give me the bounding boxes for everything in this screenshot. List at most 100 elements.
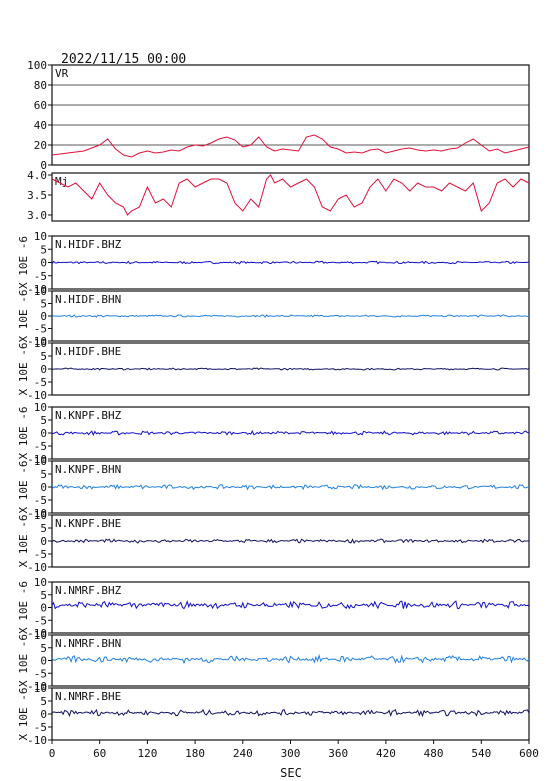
y-tick-label: 10 (34, 576, 47, 589)
y-tick-label: 10 (34, 230, 47, 243)
y-axis-label: X 10E -6 (17, 581, 30, 634)
y-axis-label: X 10E -6 (17, 343, 30, 396)
y-axis-label: X 10E -6 (17, 461, 30, 514)
panel-label: N.HIDF.BHN (55, 293, 121, 306)
y-tick-label: 10 (34, 337, 47, 350)
y-tick-label: 0 (40, 363, 47, 376)
x-tick-label: 600 (519, 747, 539, 760)
y-tick-label: 5 (40, 298, 47, 311)
y-tick-label: 80 (34, 79, 47, 92)
y-tick-label: 5 (40, 642, 47, 655)
x-axis-label: SEC (280, 766, 302, 780)
panel-vr: 0 20 40 60 80 100 VR (27, 59, 530, 172)
panel-label: N.KNPF.BHZ (55, 409, 122, 422)
y-tick-label: 0 (40, 481, 47, 494)
y-tick-label: -10 (27, 335, 47, 348)
y-tick-label: 0 (40, 535, 47, 548)
y-tick-label: 20 (34, 139, 47, 152)
panel-label: N.NMRF.BHN (55, 637, 121, 650)
y-tick-label: -5 (34, 270, 47, 283)
x-axis: 0 60 120 180 240 300 360 420 480 540 600 (49, 740, 539, 760)
panel-label: N.NMRF.BHE (55, 690, 121, 703)
y-tick-label: 100 (27, 59, 47, 72)
y-tick-label: 10 (34, 509, 47, 522)
trace-line (51, 600, 530, 610)
y-tick-label: -10 (27, 734, 47, 747)
x-tick-label: 240 (233, 747, 253, 760)
y-tick-label: 5 (40, 414, 47, 427)
x-tick-label: 540 (471, 747, 491, 760)
figure-timestamp: 2022/11/15 00:00 (61, 52, 186, 67)
y-tick-label: 10 (34, 682, 47, 695)
trace-line (51, 314, 530, 318)
panel-frame (51, 687, 530, 741)
x-tick-label: 300 (281, 747, 301, 760)
y-tick-label: -10 (27, 680, 47, 693)
panel-label: N.HIDF.BHZ (55, 238, 122, 251)
y-tick-label: -10 (27, 507, 47, 520)
y-tick-label: 0 (40, 257, 47, 270)
y-tick-label: 0 (40, 602, 47, 615)
y-tick-label: -10 (27, 389, 47, 402)
x-tick-label: 0 (49, 747, 56, 760)
y-axis-label: X 10E -6 (17, 688, 30, 741)
y-tick-label: -10 (27, 627, 47, 640)
y-tick-label: 0 (40, 310, 47, 323)
x-tick-label: 180 (185, 747, 205, 760)
y-tick-label: -5 (34, 667, 47, 680)
x-tick-label: 60 (93, 747, 106, 760)
y-tick-label: -5 (34, 440, 47, 453)
trace-line (51, 174, 530, 216)
trace-line (51, 134, 530, 158)
y-tick-label: 0 (40, 427, 47, 440)
trace-line (51, 653, 530, 665)
y-tick-label: 5 (40, 695, 47, 708)
y-tick-label: 5 (40, 243, 47, 256)
y-tick-label: 40 (34, 119, 47, 132)
x-tick-label: 480 (424, 747, 444, 760)
trace-line (51, 483, 530, 491)
y-tick-label: -10 (27, 561, 47, 574)
y-tick-label: -10 (27, 453, 47, 466)
y-tick-label: 4.0 (27, 169, 47, 182)
trace-line (51, 367, 530, 371)
panel-label: Mj (55, 175, 68, 188)
y-tick-label: 5 (40, 522, 47, 535)
trace-line (51, 260, 530, 265)
panel-label: N.HIDF.BHE (55, 345, 121, 358)
trace-line (51, 708, 530, 718)
y-axis-label: X 10E -6 (17, 634, 30, 687)
y-tick-label: -10 (27, 283, 47, 296)
y-tick-label: 0 (40, 708, 47, 721)
x-tick-label: 120 (137, 747, 157, 760)
y-tick-label: 60 (34, 99, 47, 112)
y-tick-label: 0 (40, 655, 47, 668)
panel-mj: 3.0 3.5 4.0 Mj (27, 169, 530, 222)
trace-line (51, 538, 529, 544)
panel-frame (51, 64, 530, 166)
y-tick-label: -5 (34, 614, 47, 627)
y-tick-label: -5 (34, 548, 47, 561)
y-tick-label: 0 (40, 159, 47, 172)
y-tick-label: 5 (40, 589, 47, 602)
x-tick-label: 420 (376, 747, 396, 760)
y-tick-label: 10 (34, 401, 47, 414)
y-tick-label: -5 (34, 376, 47, 389)
y-tick-label: -5 (34, 494, 47, 507)
y-tick-label: 3.5 (27, 189, 47, 202)
y-tick-label: 10 (34, 455, 47, 468)
panel-frame (51, 172, 530, 222)
panel-label: N.KNPF.BHN (55, 463, 121, 476)
panel-label: N.KNPF.BHE (55, 517, 121, 530)
y-tick-label: -5 (34, 721, 47, 734)
